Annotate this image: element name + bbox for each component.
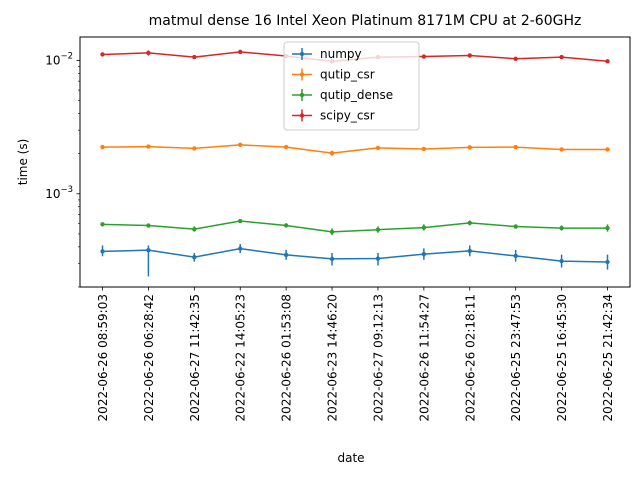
legend-marker bbox=[299, 72, 305, 77]
x-tick-label: 2022-06-25 23:47:53 bbox=[509, 294, 523, 421]
data-point bbox=[605, 59, 610, 64]
legend-item: scipy_csr bbox=[292, 109, 375, 123]
x-tick-label: 2022-06-25 21:42:34 bbox=[601, 294, 615, 421]
legend-label: numpy bbox=[320, 47, 362, 61]
legend-marker bbox=[299, 92, 305, 98]
data-point bbox=[100, 249, 105, 254]
legend-item: qutip_dense bbox=[292, 88, 393, 102]
data-point bbox=[146, 223, 151, 228]
data-point bbox=[238, 49, 243, 55]
data-point bbox=[513, 224, 518, 229]
series-qutip_dense bbox=[100, 218, 610, 236]
data-point bbox=[605, 225, 610, 231]
data-point bbox=[421, 225, 427, 230]
data-point bbox=[100, 52, 105, 57]
series-line bbox=[102, 220, 608, 233]
y-axis-label: time (s) bbox=[16, 139, 30, 186]
legend-marker bbox=[299, 113, 305, 118]
data-point bbox=[329, 150, 335, 156]
series-line bbox=[102, 247, 608, 263]
x-tick-label: 2022-06-27 09:12:13 bbox=[371, 294, 385, 421]
x-tick-label: 2022-06-23 14:46:20 bbox=[326, 294, 340, 421]
data-point bbox=[421, 54, 427, 59]
data-point bbox=[513, 144, 518, 150]
series-qutip_csr bbox=[100, 142, 610, 156]
data-point bbox=[146, 247, 151, 253]
data-point bbox=[375, 227, 381, 232]
data-point bbox=[513, 253, 518, 259]
data-point bbox=[467, 248, 472, 254]
x-tick-label: 2022-06-25 16:45:30 bbox=[555, 294, 569, 421]
x-tick-label: 2022-06-26 02:18:11 bbox=[463, 294, 477, 421]
data-point bbox=[375, 256, 381, 261]
x-tick-label: 2022-06-26 08:59:03 bbox=[96, 294, 110, 421]
data-point bbox=[467, 53, 472, 58]
series-line bbox=[102, 144, 608, 154]
data-point bbox=[605, 147, 610, 152]
legend: numpy qutip_csr qutip_dense scipy_csr bbox=[283, 41, 420, 131]
data-point bbox=[559, 225, 564, 231]
data-point bbox=[421, 146, 427, 152]
data-point bbox=[192, 226, 197, 232]
chart-title: matmul dense 16 Intel Xeon Platinum 8171… bbox=[149, 13, 582, 29]
data-point bbox=[192, 146, 197, 151]
data-point bbox=[283, 223, 289, 228]
data-point bbox=[283, 252, 289, 258]
y-axis-ticks: 10−3 10−2 bbox=[45, 51, 80, 288]
data-point bbox=[146, 50, 151, 56]
data-point bbox=[513, 56, 518, 61]
y-tick-label: 10−3 bbox=[45, 185, 73, 201]
x-tick-label: 2022-06-26 11:54:27 bbox=[417, 294, 431, 421]
data-point bbox=[559, 54, 564, 60]
data-point bbox=[329, 229, 335, 235]
axes-frame bbox=[79, 36, 631, 288]
legend-box bbox=[283, 41, 420, 131]
data-point bbox=[605, 259, 610, 265]
x-tick-label: 2022-06-26 01:53:08 bbox=[280, 294, 294, 421]
legend-item: qutip_csr bbox=[292, 68, 375, 82]
data-point bbox=[238, 142, 243, 148]
legend-label: qutip_csr bbox=[320, 68, 375, 82]
y-tick-label: 10−2 bbox=[45, 51, 73, 67]
data-point bbox=[100, 222, 105, 227]
data-point bbox=[421, 251, 427, 257]
series-numpy bbox=[100, 244, 610, 277]
data-point bbox=[192, 254, 197, 260]
data-point bbox=[467, 145, 472, 150]
data-point bbox=[283, 144, 289, 150]
data-point bbox=[375, 145, 381, 151]
legend-label: qutip_dense bbox=[320, 88, 393, 102]
data-point bbox=[238, 246, 243, 251]
legend-marker bbox=[299, 51, 305, 57]
x-tick-label: 2022-06-22 14:05:23 bbox=[234, 294, 248, 421]
data-point bbox=[559, 258, 564, 264]
data-point bbox=[329, 256, 335, 262]
x-tick-label: 2022-06-27 11:42:35 bbox=[188, 294, 202, 421]
data-point bbox=[146, 144, 151, 149]
x-tick-label: 2022-06-26 06:28:42 bbox=[142, 294, 156, 421]
data-point bbox=[192, 54, 197, 60]
data-point bbox=[100, 144, 105, 150]
x-axis-ticks: 2022-06-26 08:59:03 2022-06-26 06:28:42 20… bbox=[96, 287, 615, 421]
x-axis-label: date bbox=[337, 451, 364, 465]
data-point bbox=[467, 220, 472, 226]
data-point bbox=[559, 147, 564, 152]
legend-item: numpy bbox=[292, 47, 362, 61]
data-point bbox=[238, 218, 243, 224]
legend-label: scipy_csr bbox=[320, 109, 375, 123]
